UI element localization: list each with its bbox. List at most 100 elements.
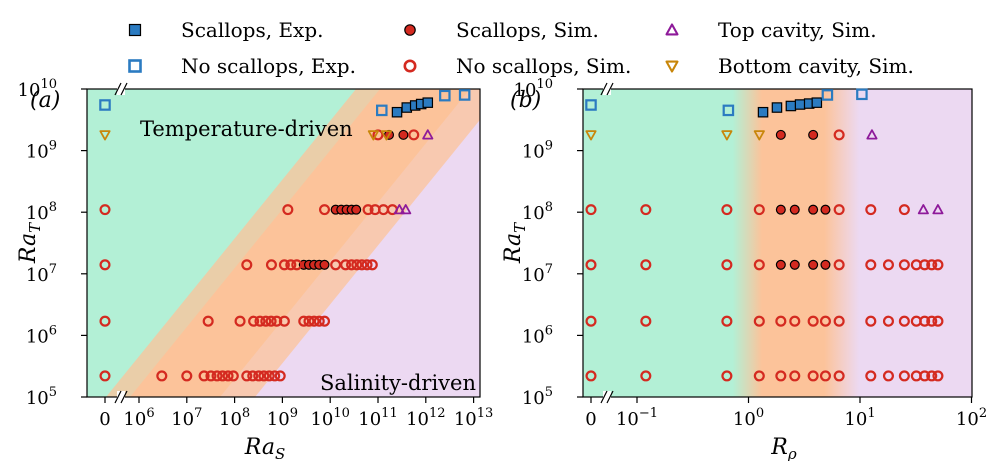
data-point <box>820 204 831 215</box>
data-point <box>202 315 214 327</box>
data-point <box>319 259 330 270</box>
y-tick-label: 1010 <box>18 77 57 101</box>
panel-a: 0 106 107 108 109 1010 1011 1012 1013 105 106 107 10… <box>16 77 493 461</box>
data-point <box>346 259 358 271</box>
x-tick-label: 1013 <box>454 406 493 430</box>
data-point <box>351 204 362 215</box>
data-point <box>865 315 877 327</box>
legend-item: Bottom cavity, Sim. <box>665 54 914 78</box>
data-point <box>585 370 597 382</box>
data-point <box>721 370 733 382</box>
data-point <box>247 370 259 382</box>
data-point <box>775 315 787 327</box>
y-tick-label: 107 <box>522 262 553 286</box>
data-point <box>253 370 265 382</box>
legend-item: No scallops, Sim. <box>403 54 631 78</box>
data-point <box>775 129 786 140</box>
data-point <box>269 370 281 382</box>
x-tick-label: 100 <box>733 406 764 430</box>
data-point <box>819 315 831 327</box>
legend-label: Scallops, Exp. <box>181 18 323 42</box>
data-point <box>775 370 787 382</box>
axis-break-gap <box>603 391 611 403</box>
y-tick-label: 109 <box>26 139 57 163</box>
data-point <box>248 315 260 327</box>
data-point <box>99 259 111 271</box>
data-point <box>898 370 910 382</box>
data-point <box>330 259 342 271</box>
data-point <box>775 259 786 270</box>
panel-b-xlabel: Rρ <box>770 435 797 461</box>
data-point <box>833 204 845 216</box>
data-point <box>866 129 878 140</box>
legend-label: No scallops, Sim. <box>456 54 631 78</box>
data-point <box>898 259 910 271</box>
panel-b-frame <box>582 88 973 398</box>
data-point <box>789 370 801 382</box>
x-tick-label: 101 <box>844 406 875 430</box>
data-point <box>458 89 471 101</box>
data-point <box>398 129 409 140</box>
data-point <box>721 204 733 216</box>
data-point <box>926 259 938 271</box>
data-point <box>808 204 819 215</box>
data-point <box>833 129 845 141</box>
legend-marker <box>403 59 417 73</box>
data-point <box>932 370 944 382</box>
panel-a-ylabel: RaT <box>16 222 44 264</box>
data-point <box>234 315 246 327</box>
x-tick-label: 1010 <box>310 406 349 430</box>
data-point <box>898 315 910 327</box>
data-point <box>99 204 111 216</box>
data-point <box>789 315 801 327</box>
svg-text:Rρ: Rρ <box>770 435 797 461</box>
axis-break-gap <box>117 391 125 403</box>
data-point <box>222 370 234 382</box>
data-point <box>241 370 253 382</box>
region-label-salinity: Salinity-driven <box>320 371 476 395</box>
data-point <box>241 259 253 271</box>
data-point <box>819 370 831 382</box>
data-point <box>274 370 286 382</box>
data-point <box>422 129 434 140</box>
data-point <box>99 130 111 141</box>
data-point <box>422 97 434 108</box>
panel-b-ylabel: RaT <box>501 222 529 264</box>
data-point <box>771 102 783 113</box>
panel-b-points <box>585 88 944 382</box>
x-tick-label: 107 <box>171 406 202 430</box>
x-tick-label: 108 <box>219 406 250 430</box>
data-point <box>785 100 797 112</box>
data-point <box>919 315 931 327</box>
data-point <box>318 204 331 216</box>
legend-label: Top cavity, Sim. <box>718 18 877 42</box>
data-point <box>285 259 297 271</box>
panel-a-xlabel: RaS <box>244 435 285 461</box>
data-point <box>640 204 652 216</box>
axis-break-mark <box>120 82 128 96</box>
data-point <box>811 97 823 108</box>
x-tick-label: 1011 <box>358 406 397 430</box>
data-point <box>400 204 412 215</box>
x-tick-label: 102 <box>956 406 987 430</box>
y-tick-label: 105 <box>522 385 553 409</box>
data-point <box>198 370 210 382</box>
data-point <box>391 106 403 118</box>
data-point <box>258 370 270 382</box>
data-point <box>585 204 597 216</box>
panel-a-points <box>99 89 471 382</box>
data-point <box>263 370 275 382</box>
data-point <box>211 370 223 382</box>
x-tick-label: 10−1 <box>616 406 658 430</box>
y-tick-label: 108 <box>26 200 57 224</box>
legend-marker <box>665 23 679 36</box>
data-point <box>753 204 765 216</box>
data-point <box>821 89 834 101</box>
data-point <box>807 315 819 327</box>
svg-text:RaS: RaS <box>244 435 285 461</box>
legend-item: Scallops, Sim. <box>404 18 599 42</box>
data-point <box>932 259 944 271</box>
y-tick-label: 105 <box>26 385 57 409</box>
data-point <box>227 370 239 382</box>
data-point <box>919 370 931 382</box>
